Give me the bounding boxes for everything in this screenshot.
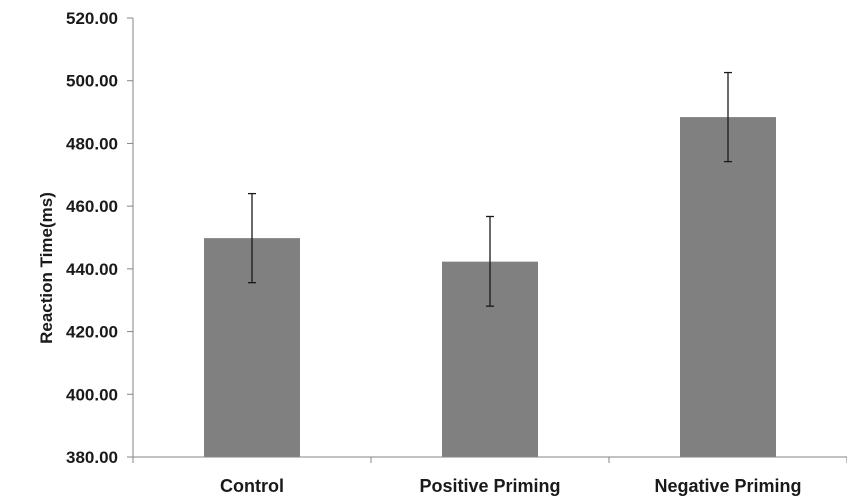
y-tick-label: 380.00: [66, 448, 118, 467]
error-bars-group: [248, 71, 732, 307]
x-tick-label: Negative Priming: [654, 476, 801, 496]
y-axis-title: Reaction Time(ms): [37, 192, 56, 344]
y-tick-label: 520.00: [66, 9, 118, 28]
y-tick-label: 420.00: [66, 323, 118, 342]
x-tick-label: Positive Priming: [419, 476, 560, 496]
x-labels-group: Control Positive Priming Negative Priming: [220, 476, 802, 496]
axes-group: [132, 18, 847, 463]
y-tick-label: 460.00: [66, 197, 118, 216]
y-ticks-group: 380.00 400.00 420.00 440.00 460.00 480.00 500.…: [66, 9, 133, 467]
x-tick-label: Control: [220, 476, 284, 496]
bar-negative-priming: [680, 117, 776, 458]
y-tick-label: 500.00: [66, 72, 118, 91]
y-tick-label: 440.00: [66, 260, 118, 279]
y-axis-title-group: Reaction Time(ms): [37, 192, 56, 344]
y-tick-label: 400.00: [66, 385, 118, 404]
y-tick-label: 480.00: [66, 134, 118, 153]
